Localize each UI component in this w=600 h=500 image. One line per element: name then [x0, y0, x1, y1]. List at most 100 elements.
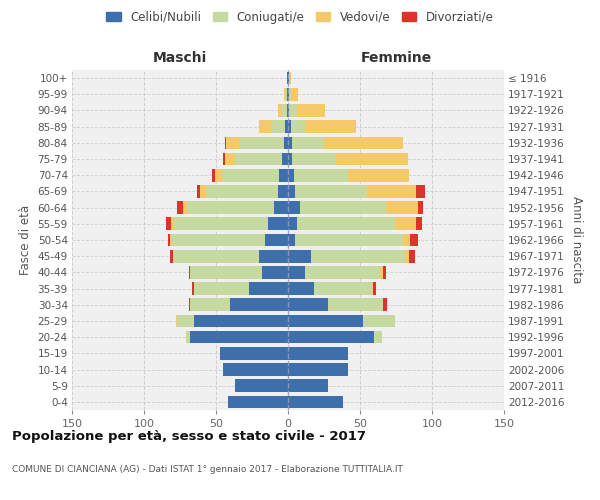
Bar	[176, 314, 177, 328]
Bar	[224, 152, 235, 166]
Bar	[194, 314, 288, 328]
Bar	[288, 120, 291, 133]
Bar	[403, 234, 410, 246]
Bar	[271, 120, 285, 133]
Bar	[288, 104, 289, 117]
Bar	[373, 282, 376, 295]
Bar	[287, 72, 288, 85]
Bar	[169, 234, 170, 246]
Bar	[241, 136, 284, 149]
Bar	[191, 282, 194, 295]
Bar	[288, 380, 328, 392]
Bar	[292, 136, 324, 149]
Bar	[288, 347, 349, 360]
Bar	[278, 185, 288, 198]
Bar	[305, 266, 380, 278]
Text: Femmine: Femmine	[361, 51, 431, 65]
Bar	[220, 347, 288, 360]
Bar	[262, 266, 288, 278]
Bar	[288, 234, 295, 246]
Bar	[288, 185, 295, 198]
Bar	[227, 396, 288, 408]
Bar	[166, 218, 172, 230]
Bar	[288, 218, 296, 230]
Bar	[288, 314, 363, 328]
Bar	[299, 202, 386, 214]
Bar	[410, 234, 418, 246]
Bar	[215, 169, 222, 181]
Bar	[197, 185, 200, 198]
Bar	[235, 152, 282, 166]
Bar	[288, 136, 292, 149]
Bar	[288, 152, 292, 166]
Bar	[288, 331, 374, 344]
Bar	[280, 169, 288, 181]
Bar	[278, 104, 282, 117]
Bar	[282, 152, 288, 166]
Text: COMUNE DI CIANCIANA (AG) - Dati ISTAT 1° gennaio 2017 - Elaborazione TUTTITALIA.: COMUNE DI CIANCIANA (AG) - Dati ISTAT 1°…	[12, 465, 403, 474]
Bar	[170, 250, 173, 262]
Y-axis label: Fasce di età: Fasce di età	[19, 205, 32, 275]
Bar	[349, 169, 409, 181]
Bar	[177, 202, 183, 214]
Bar	[190, 331, 288, 344]
Bar	[186, 331, 190, 344]
Legend: Celibi/Nubili, Coniugati/e, Vedovi/e, Divorziati/e: Celibi/Nubili, Coniugati/e, Vedovi/e, Di…	[101, 6, 499, 28]
Bar	[383, 298, 388, 311]
Bar	[289, 72, 291, 85]
Bar	[374, 331, 382, 344]
Bar	[194, 282, 249, 295]
Bar	[226, 136, 241, 149]
Bar	[335, 152, 407, 166]
Bar	[284, 136, 288, 149]
Bar	[200, 185, 206, 198]
Bar	[172, 218, 174, 230]
Bar	[305, 120, 356, 133]
Bar	[288, 202, 299, 214]
Bar	[285, 120, 288, 133]
Bar	[190, 298, 230, 311]
Bar	[288, 250, 311, 262]
Bar	[259, 120, 271, 133]
Bar	[416, 185, 425, 198]
Bar	[288, 88, 289, 101]
Bar	[230, 298, 288, 311]
Bar	[287, 104, 288, 117]
Bar	[386, 202, 418, 214]
Bar	[259, 250, 288, 262]
Bar	[371, 282, 373, 295]
Bar	[288, 266, 305, 278]
Bar	[284, 88, 285, 101]
Text: Maschi: Maschi	[153, 51, 207, 65]
Bar	[296, 104, 325, 117]
Y-axis label: Anni di nascita: Anni di nascita	[571, 196, 583, 284]
Bar	[188, 266, 190, 278]
Bar	[177, 314, 194, 328]
Bar	[212, 169, 215, 181]
Bar	[288, 282, 314, 295]
Bar	[418, 202, 424, 214]
Bar	[295, 185, 367, 198]
Bar	[222, 169, 280, 181]
Bar	[395, 218, 416, 230]
Bar	[172, 234, 265, 246]
Bar	[314, 282, 371, 295]
Bar	[265, 234, 288, 246]
Bar	[274, 202, 288, 214]
Bar	[288, 72, 289, 85]
Bar	[224, 136, 226, 149]
Bar	[296, 218, 395, 230]
Bar	[188, 298, 190, 311]
Bar	[363, 314, 395, 328]
Bar	[311, 250, 404, 262]
Bar	[249, 282, 288, 295]
Bar	[285, 88, 287, 101]
Bar	[268, 218, 288, 230]
Bar	[174, 218, 268, 230]
Bar	[187, 202, 274, 214]
Bar	[404, 250, 409, 262]
Bar	[183, 202, 187, 214]
Bar	[324, 136, 403, 149]
Bar	[294, 169, 349, 181]
Bar	[170, 234, 172, 246]
